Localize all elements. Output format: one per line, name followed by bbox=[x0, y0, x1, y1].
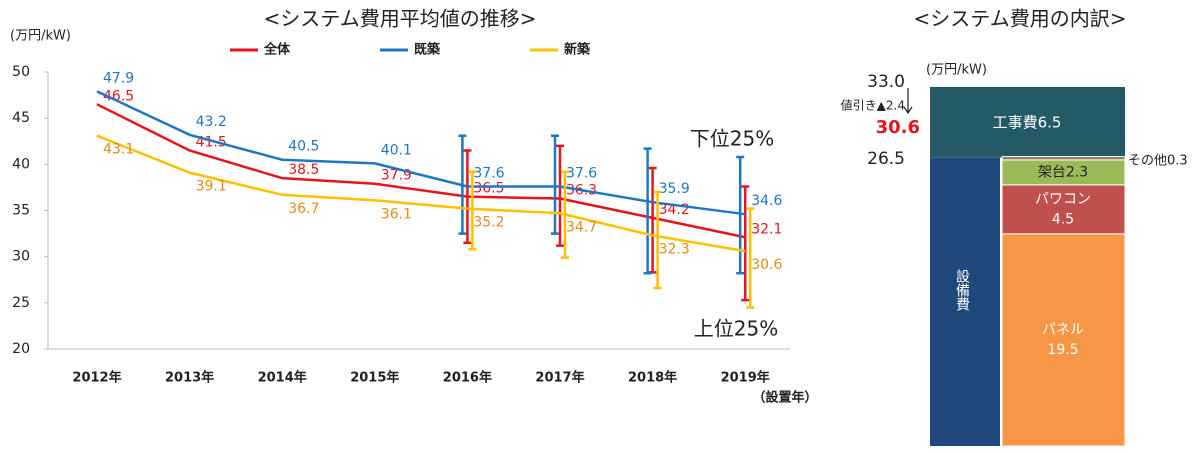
segment-label: 19.5 bbox=[1047, 342, 1078, 358]
y-tick-label: 45 bbox=[12, 110, 30, 126]
data-label: 43.1 bbox=[103, 142, 134, 158]
bar-segment bbox=[930, 87, 1125, 158]
data-label: 36.7 bbox=[288, 201, 319, 217]
legend-label: 既築 bbox=[414, 42, 441, 58]
bar-segment bbox=[1001, 159, 1126, 186]
segment-label: 4.5 bbox=[1052, 211, 1074, 227]
data-label: 43.2 bbox=[196, 114, 227, 130]
bar-segment bbox=[1001, 233, 1126, 447]
data-label: 34.7 bbox=[566, 219, 597, 235]
legend-label: 新築 bbox=[564, 42, 591, 58]
bar-segment bbox=[1001, 156, 1126, 161]
data-label: 32.1 bbox=[751, 221, 782, 237]
range-bar bbox=[556, 144, 564, 247]
total-label: 33.0 bbox=[867, 72, 905, 92]
x-tick-label: 2018年 bbox=[628, 370, 677, 386]
y-tick-label: 30 bbox=[12, 249, 30, 265]
data-label: 38.5 bbox=[288, 162, 319, 178]
data-label: 40.5 bbox=[288, 139, 319, 155]
chart-title: <システム費用平均値の推移> bbox=[264, 7, 537, 31]
y-tick-label: 50 bbox=[12, 64, 30, 80]
series-line bbox=[96, 134, 746, 253]
segment-label: 架台2.3 bbox=[1038, 164, 1088, 180]
data-label: 39.1 bbox=[196, 179, 227, 195]
x-tick-label: 2015年 bbox=[350, 370, 399, 386]
segment-name: その他 bbox=[1128, 153, 1167, 168]
x-tick-label: 2012年 bbox=[72, 370, 121, 386]
data-label: 30.6 bbox=[751, 257, 782, 273]
range-bar bbox=[463, 149, 472, 245]
data-label: 37.6 bbox=[473, 165, 504, 181]
y-tick-label: 25 bbox=[12, 295, 30, 311]
range-bar bbox=[746, 207, 755, 309]
segment-value: 0.3 bbox=[1167, 153, 1188, 168]
segment-name: 架台 bbox=[1038, 164, 1066, 180]
unit-label: (万円/kW) bbox=[926, 63, 987, 78]
data-label: 36.5 bbox=[473, 181, 504, 197]
legend-label: 全体 bbox=[263, 42, 291, 58]
data-label: 47.9 bbox=[103, 70, 134, 86]
segment-value: 2.3 bbox=[1066, 164, 1088, 180]
segment-label: パワコン bbox=[1035, 191, 1091, 207]
y-tick-label: 35 bbox=[12, 203, 30, 219]
x-tick-label: 2019年 bbox=[721, 370, 770, 386]
segment-label: 工事費6.5 bbox=[993, 113, 1062, 131]
range-bar bbox=[653, 190, 662, 290]
y-axis-label: (万円/kW) bbox=[10, 29, 71, 44]
series-line bbox=[96, 103, 746, 239]
range-bar bbox=[561, 170, 569, 259]
x-tick-label: 2017年 bbox=[535, 370, 584, 386]
range-bar bbox=[551, 134, 559, 235]
x-axis-label: （設置年） bbox=[752, 390, 817, 406]
bar-segment bbox=[1001, 184, 1126, 235]
x-tick-label: 2013年 bbox=[165, 370, 214, 386]
range-bar bbox=[458, 134, 467, 235]
range-bar bbox=[643, 147, 652, 275]
range-bar bbox=[736, 155, 745, 275]
chart-title: <システム費用の内訳> bbox=[914, 7, 1127, 31]
data-label: 40.1 bbox=[381, 142, 412, 158]
data-label: 32.3 bbox=[659, 241, 690, 257]
y-tick-label: 40 bbox=[12, 156, 30, 172]
segment-label: その他0.3 bbox=[1128, 153, 1188, 168]
data-label: 35.9 bbox=[659, 181, 690, 197]
data-label: 35.2 bbox=[473, 215, 504, 231]
x-tick-label: 2014年 bbox=[258, 370, 307, 386]
segment-label: パネル bbox=[1042, 322, 1084, 338]
data-label: 37.9 bbox=[381, 168, 412, 184]
data-label: 46.5 bbox=[103, 88, 134, 104]
segment-value: 6.5 bbox=[1038, 113, 1062, 131]
bar-segment bbox=[930, 157, 1000, 446]
x-tick-label: 2016年 bbox=[443, 370, 492, 386]
annotation: 上位25% bbox=[694, 317, 778, 341]
discount-arrow bbox=[903, 88, 913, 115]
series-line bbox=[96, 90, 746, 216]
segment-label: 設備費 bbox=[954, 269, 970, 311]
range-bar bbox=[648, 166, 657, 274]
y-tick-label: 20 bbox=[12, 341, 30, 357]
data-label: 34.6 bbox=[751, 193, 782, 209]
range-bar bbox=[741, 185, 750, 302]
annotation: 下位25% bbox=[690, 127, 774, 151]
net-label: 30.6 bbox=[876, 117, 920, 138]
data-label: 37.6 bbox=[566, 165, 597, 181]
data-label: 36.1 bbox=[381, 206, 412, 222]
range-bar bbox=[468, 170, 477, 251]
discount-label: 値引き▲2.4 bbox=[841, 98, 905, 113]
segment-name: 工事費 bbox=[993, 113, 1038, 131]
equipment-total-label: 26.5 bbox=[867, 149, 905, 169]
